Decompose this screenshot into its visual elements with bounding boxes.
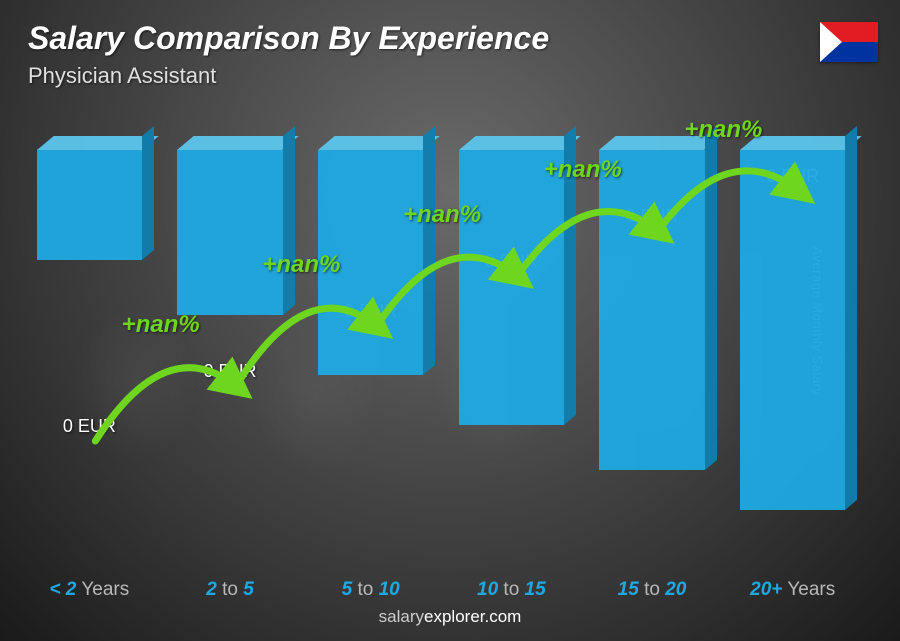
bar-category-label: 5 to 10 — [297, 579, 444, 601]
chart-canvas: Salary Comparison By Experience Physicia… — [0, 0, 900, 641]
bar-front — [37, 150, 142, 260]
bar-column: 0 EUR20+ Years — [731, 150, 854, 569]
bar-category-label: 2 to 5 — [156, 579, 303, 601]
growth-delta-label: +nan% — [262, 251, 340, 279]
bar-value-label: 0 EUR — [28, 416, 151, 437]
bar-front — [177, 150, 282, 315]
footer-prefix: salary — [379, 607, 424, 626]
bar-category-label: 20+ Years — [719, 579, 866, 601]
bar-column: 0 EUR15 to 20 — [591, 150, 714, 569]
bar-side-face — [705, 126, 717, 470]
bar-top-face — [459, 136, 581, 150]
bar-side-face — [142, 126, 154, 260]
bar-side-face — [283, 126, 295, 315]
growth-delta-label: +nan% — [122, 311, 200, 339]
bar-value-label: 0 EUR — [169, 361, 292, 382]
bar-category-label: < 2 Years — [16, 579, 163, 601]
bar-category-label: 15 to 20 — [578, 579, 725, 601]
bar — [591, 150, 714, 470]
bar-side-face — [845, 126, 857, 510]
bar — [450, 150, 573, 425]
bar-side-face — [423, 126, 435, 375]
footer-suffix: explorer.com — [424, 607, 521, 626]
bar — [731, 150, 854, 510]
bar-top-face — [177, 136, 299, 150]
bar — [28, 150, 151, 260]
bar-top-face — [318, 136, 440, 150]
bar-category-label: 10 to 15 — [438, 579, 585, 601]
bar-chart: 0 EUR< 2 Years0 EUR2 to 50 EUR5 to 100 E… — [28, 150, 854, 569]
bar-column: 0 EUR< 2 Years — [28, 150, 151, 569]
chart-title: Salary Comparison By Experience — [28, 20, 549, 57]
chart-subtitle: Physician Assistant — [28, 63, 549, 89]
bar-front — [740, 150, 845, 510]
growth-delta-label: +nan% — [684, 116, 762, 144]
growth-delta-label: +nan% — [403, 201, 481, 229]
bar-column: 0 EUR2 to 5 — [169, 150, 292, 569]
flag-triangle — [820, 22, 842, 62]
country-flag-icon — [820, 22, 878, 62]
growth-delta-label: +nan% — [544, 156, 622, 184]
bar-front — [599, 150, 704, 470]
title-block: Salary Comparison By Experience Physicia… — [28, 20, 549, 89]
footer-attribution: salaryexplorer.com — [0, 607, 900, 627]
bar-front — [459, 150, 564, 425]
bar-top-face — [37, 136, 159, 150]
bar — [169, 150, 292, 315]
